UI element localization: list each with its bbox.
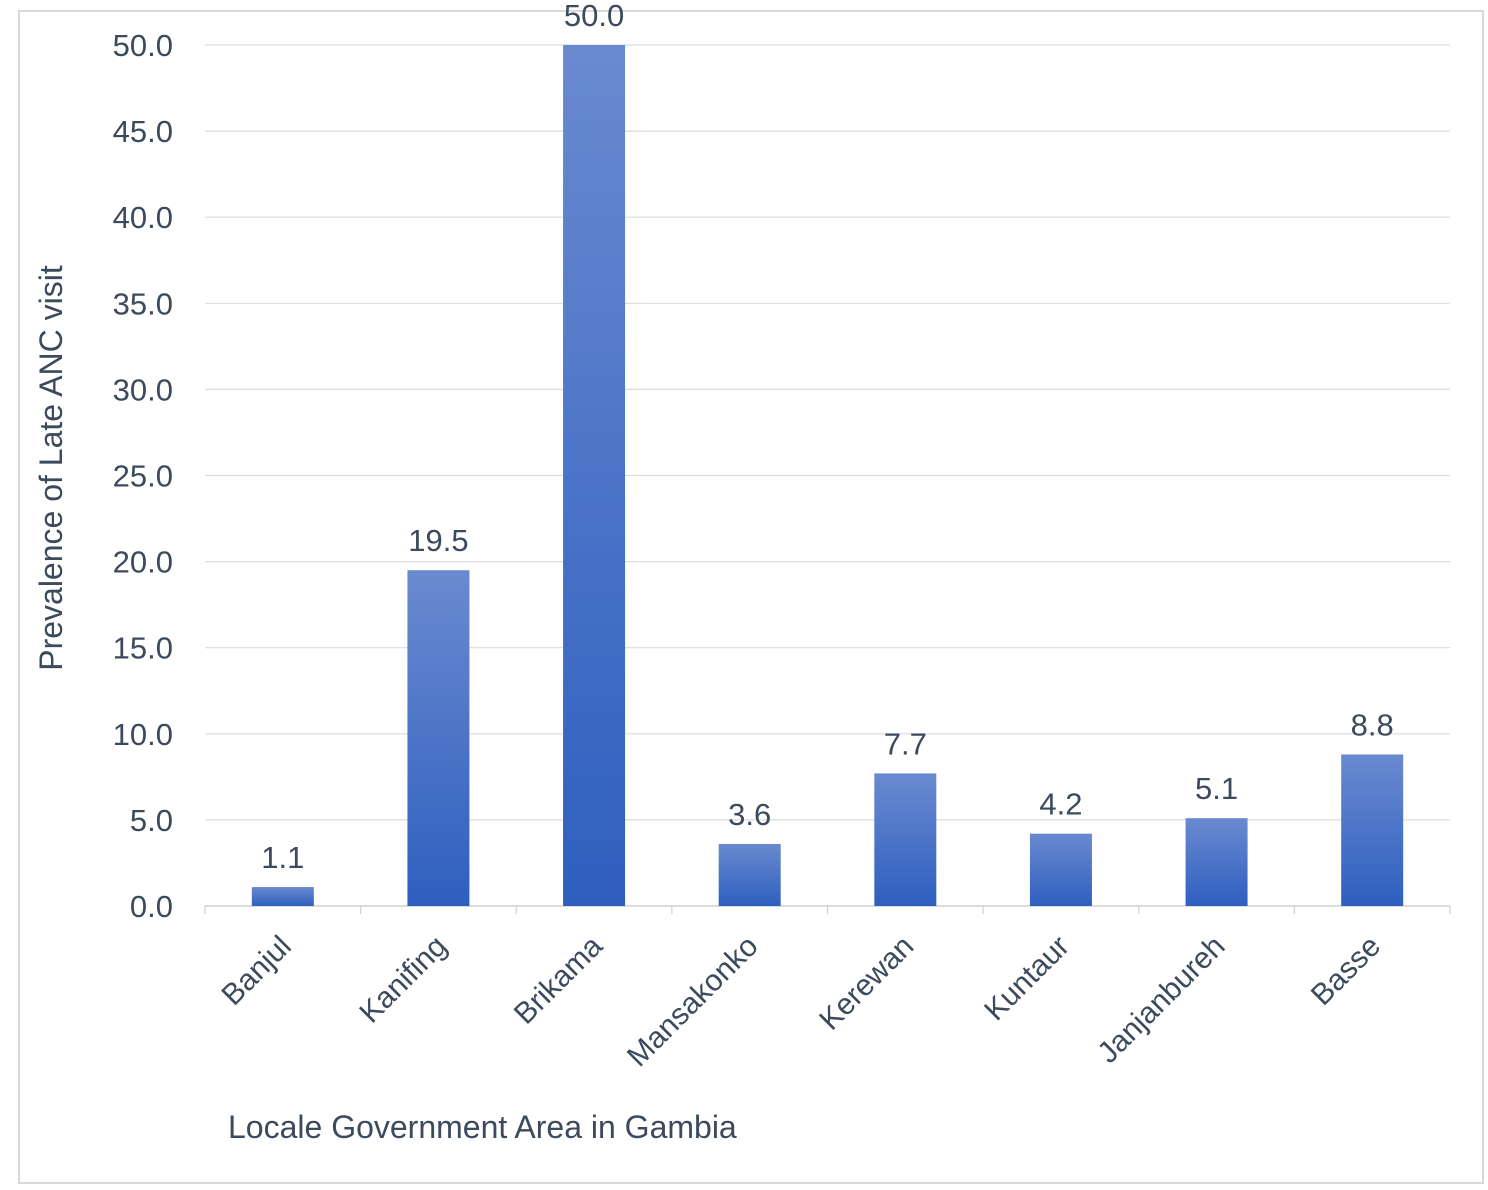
data-label: 1.1 xyxy=(261,840,304,875)
x-tick-label: Banjul xyxy=(215,930,297,1012)
bar-mansakonko xyxy=(718,844,781,906)
data-label: 5.1 xyxy=(1195,771,1238,806)
bar-kanifing xyxy=(407,570,470,906)
data-label: 3.6 xyxy=(728,797,771,832)
y-tick-label: 5.0 xyxy=(130,803,173,838)
y-tick-label: 50.0 xyxy=(113,28,173,63)
y-axis-ticks: 0.0 5.0 10.0 15.0 20.0 25.0 30.0 35.0 40.0 45.0 50… xyxy=(113,28,173,924)
x-tick-label: Kuntaur xyxy=(978,930,1076,1028)
data-label: 7.7 xyxy=(884,726,927,761)
data-label: 50.0 xyxy=(564,0,624,33)
x-axis-ticks: Banjul Kanifing Brikama Mansakonko Kerewan Ku… xyxy=(215,929,1387,1073)
bar-brikama xyxy=(563,45,626,906)
bar-kerewan xyxy=(874,773,937,906)
y-tick-label: 15.0 xyxy=(113,631,173,666)
data-label: 8.8 xyxy=(1351,707,1394,742)
bar-banjul xyxy=(251,887,314,906)
bars xyxy=(251,45,1404,906)
data-label: 19.5 xyxy=(408,523,468,558)
chart-frame xyxy=(18,10,1484,1184)
y-tick-label: 20.0 xyxy=(113,545,173,580)
x-axis-title: Locale Government Area in Gambia xyxy=(228,1109,737,1145)
y-tick-label: 40.0 xyxy=(113,200,173,235)
x-tick-label: Kanifing xyxy=(353,930,453,1030)
data-label: 4.2 xyxy=(1039,787,1082,822)
gridlines xyxy=(204,44,1451,914)
data-labels: 1.1 19.5 50.0 3.6 7.7 4.2 5.1 8.8 xyxy=(261,0,1393,875)
y-tick-label: 25.0 xyxy=(113,459,173,494)
bar-kuntaur xyxy=(1029,833,1092,906)
y-axis-title: Prevalence of Late ANC visit xyxy=(33,265,69,671)
bar-basse xyxy=(1341,754,1404,906)
x-tick-label: Kerewan xyxy=(813,930,920,1037)
y-tick-label: 30.0 xyxy=(113,372,173,407)
x-tick-label: Brikama xyxy=(508,929,609,1030)
y-tick-label: 45.0 xyxy=(113,114,173,149)
y-tick-label: 35.0 xyxy=(113,286,173,321)
x-tick-label: Mansakonko xyxy=(621,930,765,1074)
y-tick-label: 10.0 xyxy=(113,717,173,752)
bar-janjanbureh xyxy=(1185,818,1248,906)
x-tick-label: Janjanbureh xyxy=(1091,930,1231,1070)
y-tick-label: 0.0 xyxy=(130,889,173,924)
x-tick-label: Basse xyxy=(1305,930,1387,1012)
